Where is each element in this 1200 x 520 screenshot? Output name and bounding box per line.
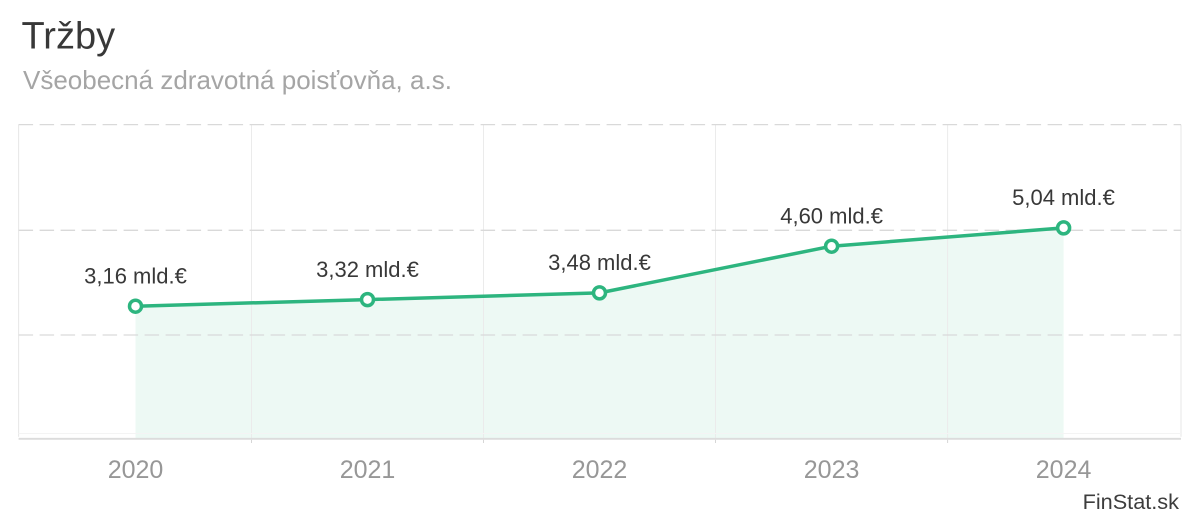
svg-text:FinStat.sk: FinStat.sk xyxy=(1083,489,1180,514)
svg-text:3,48 mld.€: 3,48 mld.€ xyxy=(548,250,651,275)
svg-text:2020: 2020 xyxy=(108,456,164,484)
svg-text:Všeobecná zdravotná poisťovňa,: Všeobecná zdravotná poisťovňa, a.s. xyxy=(23,65,452,95)
svg-text:3,32 mld.€: 3,32 mld.€ xyxy=(316,257,419,282)
svg-text:2022: 2022 xyxy=(572,456,628,484)
svg-text:Tržby: Tržby xyxy=(22,16,116,58)
svg-text:3,16 mld.€: 3,16 mld.€ xyxy=(84,263,187,288)
svg-text:5,04 mld.€: 5,04 mld.€ xyxy=(1012,185,1115,210)
svg-text:2023: 2023 xyxy=(804,456,860,484)
svg-text:4,60 mld.€: 4,60 mld.€ xyxy=(780,203,883,228)
svg-text:2021: 2021 xyxy=(340,456,396,484)
svg-text:2024: 2024 xyxy=(1036,456,1092,484)
